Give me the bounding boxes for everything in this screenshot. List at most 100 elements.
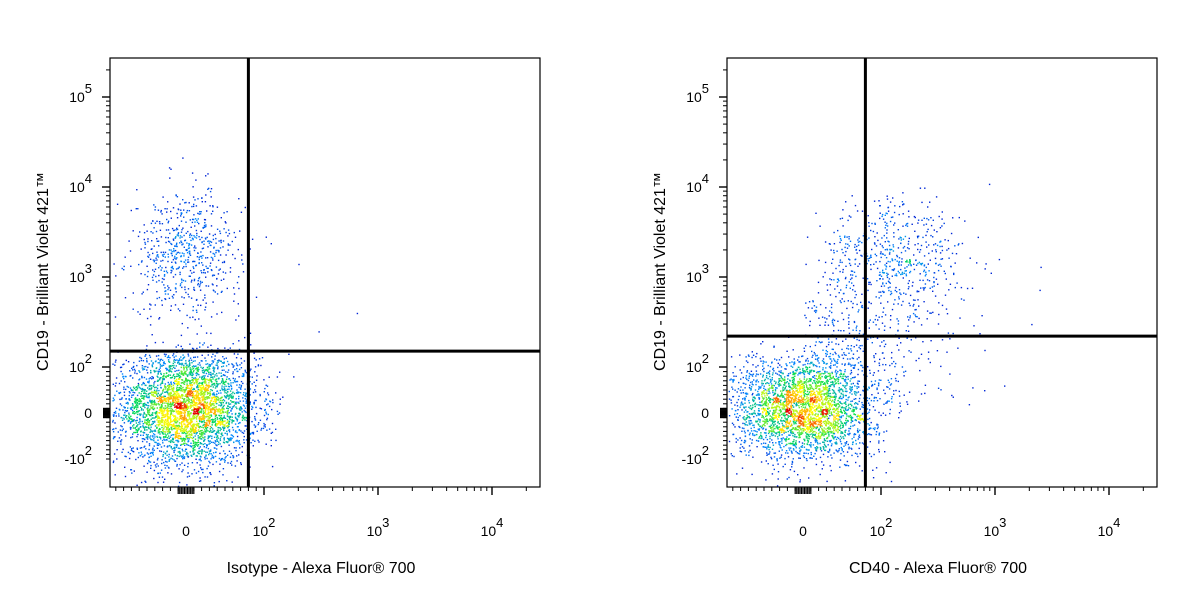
data-point [209,428,211,430]
data-point [195,368,197,370]
data-point [173,441,175,443]
data-point [757,390,759,393]
data-point [758,428,761,430]
data-point [223,427,226,429]
data-point [173,394,175,396]
data-point [208,397,210,399]
data-point [232,343,234,345]
data-point [120,439,123,441]
data-point [148,427,150,429]
data-point [858,418,860,420]
data-point [160,269,162,271]
data-point [200,394,202,396]
data-point [823,447,825,449]
data-point [179,375,181,377]
data-point [176,443,178,446]
data-point [233,300,235,302]
data-point [153,421,155,423]
data-point [163,353,166,355]
data-point [228,378,231,380]
data-point [184,411,186,414]
data-point [214,415,217,417]
data-point [215,266,218,268]
data-point [156,459,159,461]
data-point [165,376,167,379]
data-point [153,439,155,442]
data-point [193,390,195,393]
data-point [178,387,180,389]
data-point [166,391,168,393]
data-point [182,366,185,369]
data-point [182,243,184,245]
data-point [155,386,157,388]
data-point [190,390,193,392]
data-point [133,470,135,472]
data-point [188,363,191,365]
data-point [171,403,174,406]
data-point [170,434,172,436]
data-point [205,372,208,375]
data-point [748,445,751,447]
data-point [229,416,231,418]
data-point [135,208,137,210]
data-point [118,415,120,417]
data-point [132,425,134,427]
data-point [188,402,190,404]
data-point [171,428,173,430]
data-point [238,454,240,456]
data-point [212,361,214,364]
data-points [728,183,1042,487]
data-point [228,412,230,414]
data-point [239,421,241,424]
data-point [160,401,162,404]
data-point [196,383,198,385]
data-point [760,386,762,388]
data-point [115,412,117,414]
data-point [868,411,870,413]
data-point [188,374,190,376]
data-point [765,434,767,437]
data-point [213,413,216,415]
data-point [196,408,199,410]
data-point [226,360,229,363]
data-point [180,438,182,440]
data-point [179,252,181,254]
data-point [131,448,133,450]
data-point [183,367,185,369]
data-point [160,236,163,238]
data-point [220,436,222,438]
data-point [204,306,207,308]
data-point [860,414,862,417]
data-point [225,396,227,398]
data-point [174,437,176,439]
data-point [268,405,271,408]
data-point [275,439,277,442]
data-point [181,395,183,397]
data-point [152,452,154,455]
data-point [162,436,165,438]
data-point [205,302,207,304]
data-point [202,385,205,388]
data-point [197,402,200,405]
data-point [187,424,189,427]
data-point [176,393,179,395]
data-point [191,433,193,435]
data-point [198,384,200,387]
data-point [167,400,170,403]
data-point [184,388,187,391]
data-point [152,391,154,394]
data-point [147,381,149,383]
data-point [148,380,150,382]
data-point [186,396,188,399]
data-point [207,447,210,450]
data-point [145,433,148,436]
data-point [151,401,153,404]
data-point [169,431,171,434]
data-point [209,393,212,395]
data-point [236,391,238,394]
data-point [167,404,169,406]
data-point [156,238,158,240]
data-point [166,419,169,421]
data-point [188,421,190,424]
data-point [179,395,182,397]
